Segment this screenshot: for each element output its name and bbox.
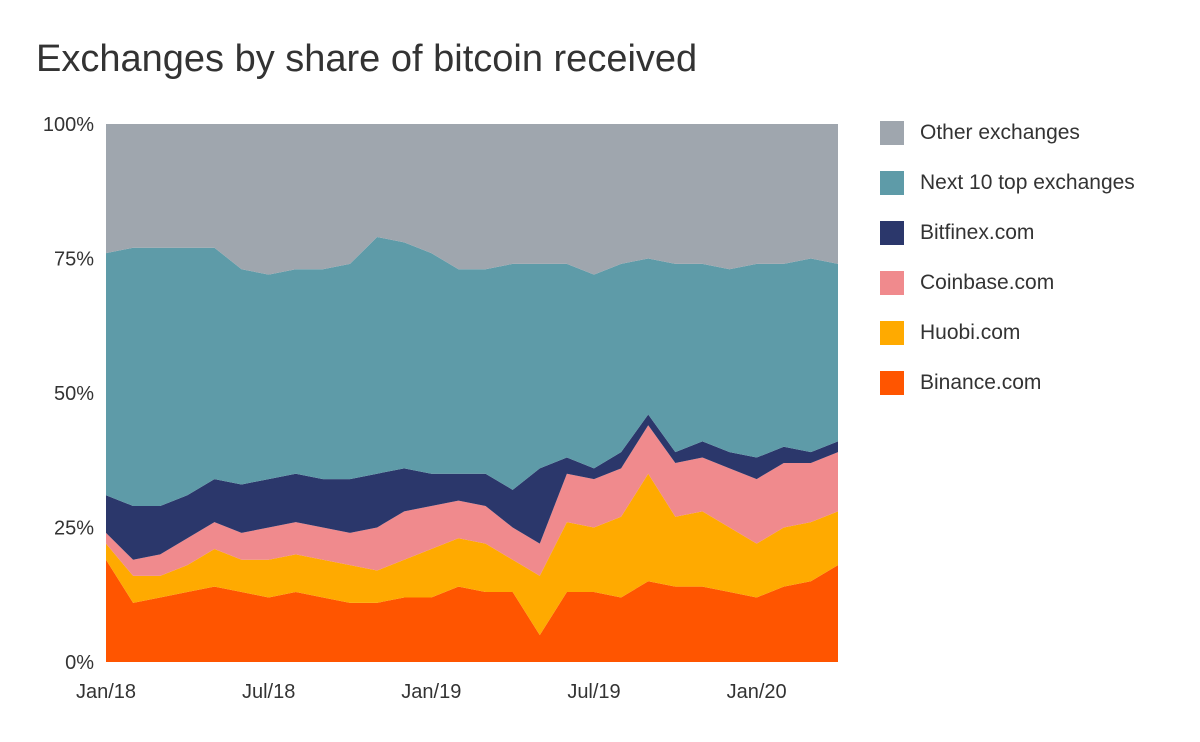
legend-item: Coinbase.com bbox=[880, 258, 1135, 308]
legend-item: Next 10 top exchanges bbox=[880, 158, 1135, 208]
legend-item: Bitfinex.com bbox=[880, 208, 1135, 258]
legend-label: Binance.com bbox=[920, 371, 1042, 394]
x-tick-label: Jul/19 bbox=[567, 681, 620, 703]
x-axis: Jan/18 Jul/18 Jan/19 Jul/19 Jan/20 bbox=[76, 681, 787, 703]
area-series-bitfinex-com bbox=[106, 414, 838, 560]
y-tick-label: 75% bbox=[54, 249, 94, 271]
legend-swatch bbox=[880, 221, 904, 245]
legend-swatch bbox=[880, 121, 904, 145]
legend-swatch bbox=[880, 271, 904, 295]
area-series-other-exchanges bbox=[106, 124, 838, 275]
x-tick-label: Jan/20 bbox=[727, 681, 787, 703]
y-tick-label: 50% bbox=[54, 383, 94, 405]
legend-label: Other exchanges bbox=[920, 121, 1080, 144]
legend-swatch bbox=[880, 371, 904, 395]
legend-label: Huobi.com bbox=[920, 321, 1021, 344]
legend-item: Binance.com bbox=[880, 358, 1135, 408]
legend-label: Bitfinex.com bbox=[920, 221, 1035, 244]
area-series-huobi-com bbox=[106, 473, 838, 636]
legend-swatch bbox=[880, 171, 904, 195]
y-tick-label: 100% bbox=[43, 114, 94, 136]
chart-title: Exchanges by share of bitcoin received bbox=[36, 38, 698, 80]
plot-area bbox=[106, 124, 838, 662]
legend-label: Coinbase.com bbox=[920, 271, 1055, 294]
x-tick-label: Jan/19 bbox=[401, 681, 461, 703]
legend: Other exchanges Next 10 top exchanges Bitf… bbox=[880, 108, 1135, 408]
x-tick-label: Jan/18 bbox=[76, 681, 136, 703]
area-series-coinbase-com bbox=[106, 425, 838, 576]
y-tick-label: 25% bbox=[54, 518, 94, 540]
area-series-next-10-top-exchanges bbox=[106, 236, 838, 506]
y-tick-label: 0% bbox=[65, 652, 94, 674]
legend-item: Huobi.com bbox=[880, 308, 1135, 358]
area-series-binance-com bbox=[106, 559, 838, 662]
legend-label: Next 10 top exchanges bbox=[920, 171, 1135, 194]
y-axis: 0% 25% 50% 75% 100% bbox=[43, 114, 94, 674]
legend-swatch bbox=[880, 321, 904, 345]
legend-item: Other exchanges bbox=[880, 108, 1135, 158]
x-tick-label: Jul/18 bbox=[242, 681, 295, 703]
